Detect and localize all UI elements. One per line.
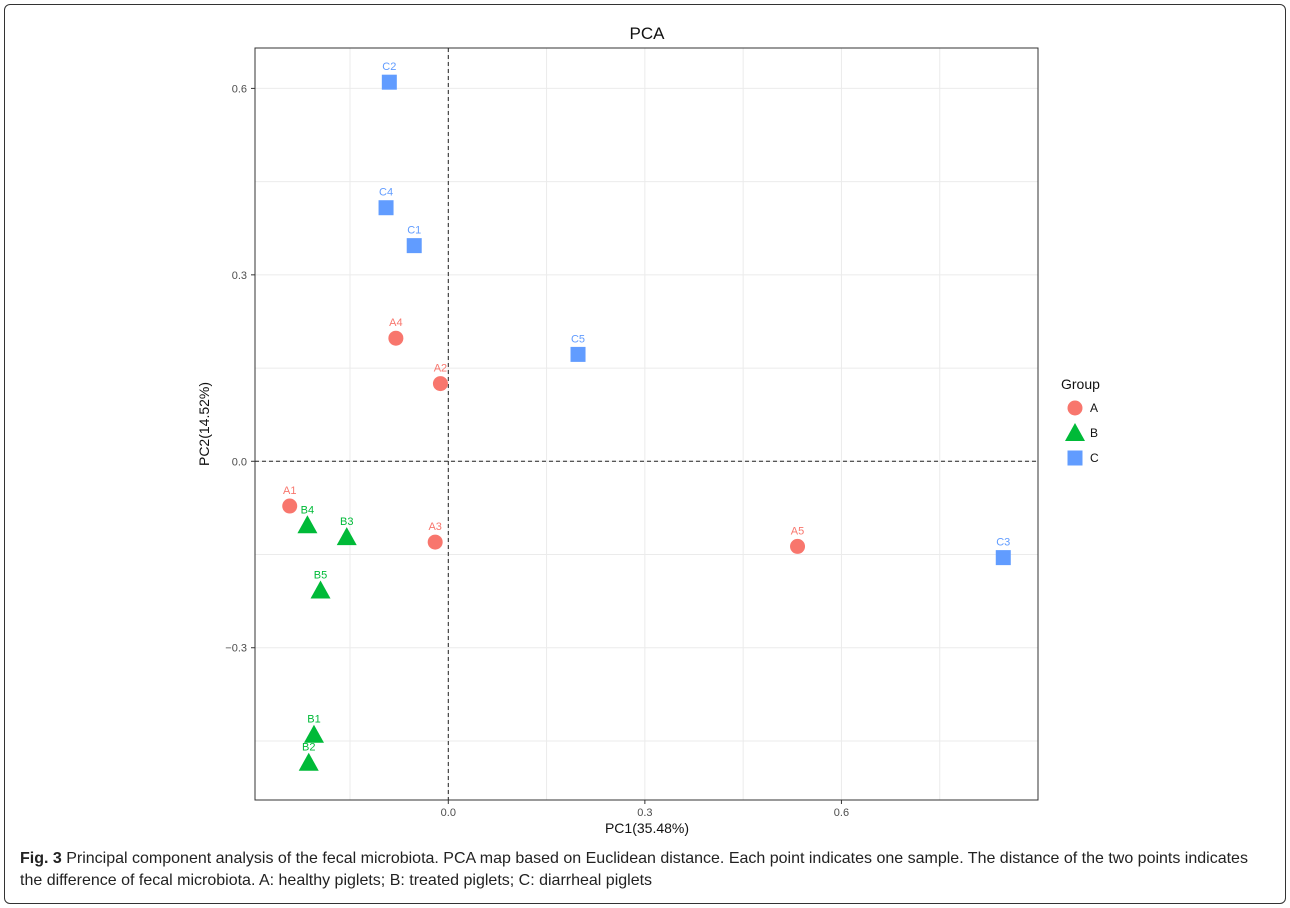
point-label-b4: B4 <box>301 504 314 516</box>
point-c4 <box>378 200 394 216</box>
point-label-a4: A4 <box>389 317 402 329</box>
point-a2 <box>432 376 448 392</box>
legend-label-a: A <box>1090 401 1098 415</box>
reference-lines <box>255 48 1038 800</box>
point-c5 <box>570 346 586 362</box>
point-b2 <box>298 752 319 771</box>
legend-key-b <box>1065 423 1085 441</box>
point-label-c5: C5 <box>571 333 585 345</box>
x-tick-label: 0.3 <box>637 807 652 819</box>
legend-title: Group <box>1061 376 1100 392</box>
point-label-b2: B2 <box>302 742 315 754</box>
point-label-c4: C4 <box>379 187 393 199</box>
legend-label-b: B <box>1090 426 1098 440</box>
caption-label: Fig. 3 <box>20 850 62 867</box>
x-tick-label: 0.0 <box>441 807 456 819</box>
legend: Group ABC <box>1061 376 1100 466</box>
point-b1 <box>303 724 324 743</box>
y-tick-label: 0.6 <box>232 83 247 95</box>
point-label-a1: A1 <box>283 485 296 497</box>
point-label-b5: B5 <box>314 570 327 582</box>
point-b5 <box>310 580 331 599</box>
x-axis-title: PC1(35.48%) <box>605 820 689 836</box>
point-c1 <box>406 238 422 254</box>
x-tick-label: 0.6 <box>834 807 849 819</box>
point-b3 <box>336 527 357 546</box>
point-label-a5: A5 <box>791 525 804 537</box>
point-label-b1: B1 <box>307 714 320 726</box>
y-tick-label: 0.0 <box>232 456 247 468</box>
chart-title: PCA <box>630 24 666 43</box>
y-tick-label: 0.3 <box>232 270 247 282</box>
point-a5 <box>790 538 806 554</box>
point-a4 <box>388 330 404 346</box>
point-label-c2: C2 <box>382 61 396 73</box>
point-label-a2: A2 <box>434 363 447 375</box>
y-tick-label: −0.3 <box>225 643 247 655</box>
point-b4 <box>297 515 318 534</box>
figure-caption: Fig. 3 Principal component analysis of t… <box>20 848 1270 892</box>
y-axis-title: PC2(14.52%) <box>196 382 212 466</box>
point-a1 <box>282 498 298 514</box>
legend-key-a <box>1067 400 1083 416</box>
point-label-c1: C1 <box>407 225 421 237</box>
data-points: A1 A2 A3 A4 A5 B1 B2 B3 B4 B5 C1 C2 C3 C4 C5 <box>282 61 1011 771</box>
point-c3 <box>995 550 1011 566</box>
point-a3 <box>427 534 443 550</box>
figure-frame <box>4 4 1286 904</box>
axis-ticks: 0.0 0.3 0.6 −0.3 0.0 0.3 0.6 <box>225 83 849 819</box>
point-label-a3: A3 <box>428 521 441 533</box>
legend-label-c: C <box>1090 451 1099 465</box>
point-c2 <box>381 74 397 90</box>
legend-key-c <box>1067 450 1083 466</box>
plot-panel-border <box>254 47 1039 801</box>
caption-text: Principal component analysis of the feca… <box>20 850 1248 889</box>
point-label-c3: C3 <box>996 537 1010 549</box>
point-label-b3: B3 <box>340 516 353 528</box>
grid-layer <box>255 48 1039 800</box>
